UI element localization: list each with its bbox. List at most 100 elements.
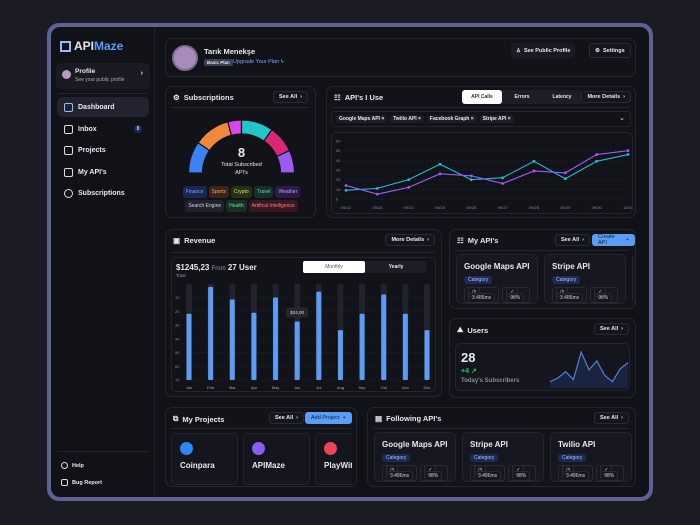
close-icon[interactable]: × (417, 116, 421, 122)
close-icon[interactable]: × (470, 116, 474, 122)
see-all-button[interactable]: See All › (594, 412, 629, 424)
check-icon: ✓ (506, 287, 519, 297)
plan-badge: Basic Plan (204, 59, 233, 66)
label: Projects (78, 146, 106, 154)
divider (171, 428, 351, 429)
subscriptions-gauge (187, 119, 296, 174)
app: API Maze Profile See your public profile … (51, 27, 649, 497)
users-count: 28 (461, 350, 476, 365)
money-icon: ▣ (173, 236, 181, 245)
project-card[interactable]: APIMaze (243, 433, 310, 485)
my-projects-card: ⧉ My Projects See All › Add Project + Coinp… (165, 407, 357, 487)
category-tag: Search Engine (185, 200, 225, 212)
api-card[interactable]: Stripe API Category ◷ 3.486ms ✓ 98% (544, 254, 626, 304)
inbox-icon (64, 124, 73, 134)
toggle-monthly[interactable]: Monthly (303, 261, 365, 273)
x-tick-label: 09/22 (341, 205, 352, 210)
api-card[interactable]: Google Maps API Category ◷ 3.486ms ✓ 98% (374, 432, 456, 482)
filter-chip[interactable]: Facebook Graph × (426, 115, 477, 123)
uptime-stat: ✓ 98% (596, 465, 624, 481)
bug-report-link[interactable]: Bug Report (61, 479, 102, 486)
bar (337, 330, 343, 380)
more-details-button[interactable]: More Details › (581, 91, 631, 103)
latency-icon: ◷ (474, 465, 487, 475)
label: Add Project (311, 415, 340, 421)
close-icon[interactable]: × (381, 116, 385, 122)
sidebar-item-my-apis[interactable]: My API's (57, 162, 149, 182)
user-icon: ♙ (516, 47, 521, 54)
add-project-button[interactable]: Add Project + (305, 412, 352, 424)
avatar (62, 70, 71, 79)
see-all-button[interactable]: See All › (594, 323, 629, 335)
more-details-button[interactable]: More Details › (385, 234, 435, 246)
divider (455, 250, 630, 251)
latency-icon: ◷ (562, 465, 575, 475)
filter-chip[interactable]: Twilio API × (390, 115, 424, 123)
value: 3.486ms (386, 471, 414, 481)
bug-icon (61, 479, 68, 486)
tab-latency[interactable]: Latency (552, 94, 572, 100)
bar (208, 286, 214, 380)
sidebar-item-dashboard[interactable]: Dashboard (57, 97, 149, 117)
project-card[interactable]: Coinpara (171, 433, 238, 485)
logo-text: API (74, 39, 95, 53)
data-point (375, 192, 379, 196)
api-name: Google Maps API (382, 440, 448, 449)
settings-button[interactable]: ⚙ Settings (589, 43, 631, 58)
api-card[interactable]: Twilio API Category ◷ 3.486ms✓ 98% (550, 432, 632, 482)
chevron-right-icon: › (623, 94, 625, 100)
filter-chip[interactable]: Google Maps API × (336, 115, 388, 123)
bar (251, 312, 257, 380)
tab-api-calls[interactable]: API Calls (462, 90, 502, 104)
projects-icon (64, 145, 73, 155)
help-icon (61, 462, 68, 469)
category-tag: Artifical Intelligence (248, 200, 298, 212)
bar (273, 297, 279, 380)
category-tag: Sports (208, 186, 229, 198)
project-name: Coinpara (180, 461, 215, 470)
tab-errors[interactable]: Errors (514, 94, 530, 100)
label: My API's (78, 168, 107, 176)
label: Inbox (78, 125, 97, 133)
toggle-yearly[interactable]: Yearly (388, 264, 404, 270)
sidebar-item-subscriptions[interactable]: Subscriptions (57, 183, 149, 203)
api-card[interactable]: Twilio API Category ◷ 3.486ms✓ 98% (632, 254, 635, 304)
help-link[interactable]: Help (61, 462, 84, 469)
project-card[interactable]: PlayWithv (315, 433, 352, 485)
sidebar-item-inbox[interactable]: Inbox 8 (57, 119, 149, 139)
see-all-button[interactable]: See All › (555, 234, 590, 246)
bookmark-icon: ▤ (375, 414, 383, 423)
close-icon[interactable]: × (507, 116, 511, 122)
see-all-button[interactable]: See All › (269, 412, 304, 424)
chevron-down-icon: ⌄ (619, 115, 625, 122)
api-card[interactable]: Google Maps API Category ◷ 3.486ms ✓ 98% (456, 254, 538, 304)
category-tags: Finance Sports Crypto Travel Weather Search E… (176, 185, 307, 213)
see-public-profile-button[interactable]: ♙ See Public Profile (511, 43, 576, 58)
create-api-button[interactable]: Create API + (592, 234, 635, 246)
category-tag: Finance (182, 186, 207, 198)
value: 98% (512, 471, 531, 481)
api-filter-select[interactable]: ⌄ Google Maps API × Twilio API × Facebook … (331, 111, 631, 127)
profile-title: Profile (75, 68, 96, 75)
profile-card[interactable]: Profile See your public profile › (56, 63, 150, 89)
see-all-button[interactable]: See All › (273, 91, 308, 103)
divider (57, 451, 148, 452)
filter-chip[interactable]: Stripe API × (479, 115, 514, 123)
x-tick-label: Nov (402, 385, 409, 390)
logo[interactable]: API Maze (60, 39, 123, 53)
data-point (595, 159, 599, 163)
category-badge: Category (382, 454, 411, 462)
x-tick-label: 09/30 (592, 205, 603, 210)
sidebar-item-projects[interactable]: Projects (57, 140, 149, 160)
y-tick-label: 70 (175, 378, 180, 383)
api-card[interactable]: Stripe API Category ◷ 3.486ms ✓ 98% (462, 432, 544, 482)
my-apis-card: ☷ My API's See All › Create API + Google Ma… (449, 229, 636, 309)
bar (381, 294, 387, 380)
upgrade-plan-link[interactable]: Upgrade Your Plan ϟ (233, 59, 284, 65)
label: See All (279, 94, 298, 100)
project-name: PlayWithv (324, 461, 352, 470)
label: Subscriptions (183, 93, 234, 102)
label: Dashboard (78, 103, 115, 111)
bar (294, 321, 300, 380)
grid-icon (64, 102, 73, 112)
